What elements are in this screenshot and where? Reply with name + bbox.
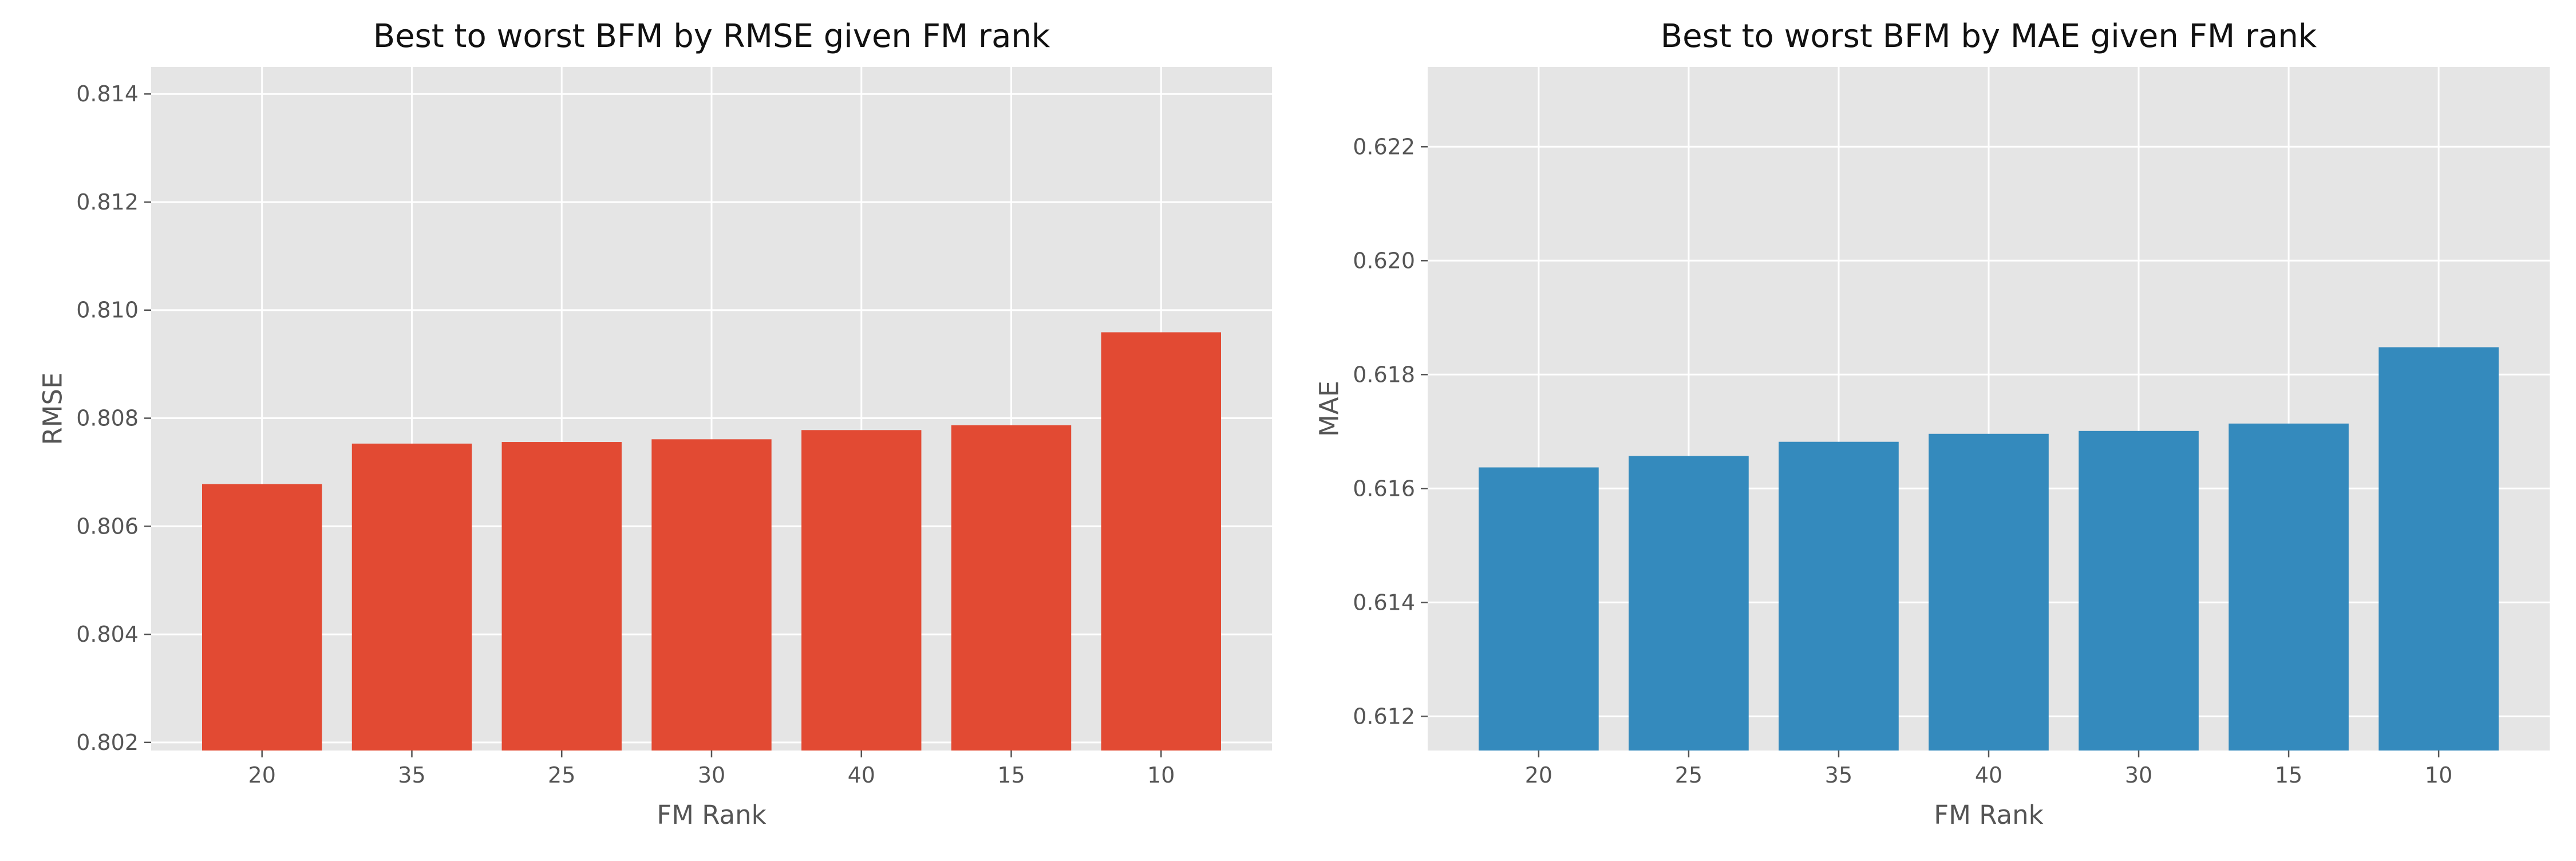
mae-bars — [1479, 347, 2499, 751]
mae-y-tick-label: 0.618 — [1353, 362, 1415, 387]
rmse-y-tick-label: 0.810 — [76, 298, 139, 323]
rmse-ticks: 0.802 0.804 0.806 0.808 0.810 0.812 0.814 20 35 2… — [76, 81, 1175, 788]
mae-bar — [2079, 430, 2199, 751]
rmse-bars — [202, 332, 1221, 751]
mae-bar — [1929, 433, 2049, 751]
mae-bar — [2229, 423, 2349, 751]
rmse-x-tick-label: 25 — [548, 763, 575, 788]
rmse-y-axis-label: RMSE — [38, 372, 68, 445]
rmse-bar — [651, 439, 772, 751]
mae-y-tick-label: 0.612 — [1353, 704, 1415, 729]
rmse-y-tick-label: 0.804 — [76, 622, 139, 647]
mae-x-axis-label: FM Rank — [1934, 800, 2043, 830]
rmse-bar — [202, 484, 322, 751]
mae-chart: 0.612 0.614 0.616 0.618 0.620 0.622 20 25 35 40 30… — [1314, 18, 2550, 830]
mae-x-tick-label: 15 — [2275, 763, 2302, 788]
mae-x-tick-label: 25 — [1675, 763, 1702, 788]
mae-y-axis-label: MAE — [1314, 381, 1345, 437]
rmse-x-axis-label: FM Rank — [657, 800, 766, 830]
rmse-chart-title: Best to worst BFM by RMSE given FM rank — [373, 18, 1050, 55]
mae-x-tick-label: 10 — [2425, 763, 2452, 788]
rmse-y-tick-label: 0.806 — [76, 514, 139, 539]
mae-bar — [2379, 347, 2499, 751]
rmse-bar — [501, 442, 622, 751]
mae-x-tick-label: 35 — [1825, 763, 1852, 788]
rmse-x-tick-label: 40 — [848, 763, 875, 788]
rmse-bar — [351, 443, 472, 751]
rmse-y-tick-label: 0.802 — [76, 730, 139, 755]
mae-bar — [1629, 456, 1749, 751]
rmse-y-tick-label: 0.814 — [76, 81, 139, 106]
mae-y-tick-label: 0.616 — [1353, 476, 1415, 501]
rmse-x-tick-label: 10 — [1147, 763, 1175, 788]
rmse-y-tick-label: 0.808 — [76, 406, 139, 431]
rmse-x-tick-label: 30 — [698, 763, 725, 788]
mae-ticks: 0.612 0.614 0.616 0.618 0.620 0.622 20 25 35 40 30… — [1353, 134, 2452, 788]
rmse-bar — [801, 430, 922, 751]
mae-y-tick-label: 0.620 — [1353, 248, 1415, 273]
mae-y-tick-label: 0.622 — [1353, 134, 1415, 159]
rmse-bar — [1101, 332, 1221, 751]
mae-chart-title: Best to worst BFM by MAE given FM rank — [1661, 18, 2317, 55]
rmse-x-tick-label: 15 — [997, 763, 1025, 788]
mae-bar — [1479, 467, 1599, 751]
rmse-bar — [951, 425, 1072, 751]
mae-x-tick-label: 30 — [2125, 763, 2152, 788]
rmse-y-tick-label: 0.812 — [76, 189, 139, 215]
mae-bar — [1779, 441, 1899, 751]
rmse-x-tick-label: 35 — [398, 763, 425, 788]
mae-y-tick-label: 0.614 — [1353, 590, 1415, 615]
mae-x-tick-label: 40 — [1975, 763, 2002, 788]
mae-x-tick-label: 20 — [1525, 763, 1552, 788]
rmse-x-tick-label: 20 — [248, 763, 276, 788]
rmse-chart: 0.802 0.804 0.806 0.808 0.810 0.812 0.814 20 35 2… — [38, 18, 1272, 830]
